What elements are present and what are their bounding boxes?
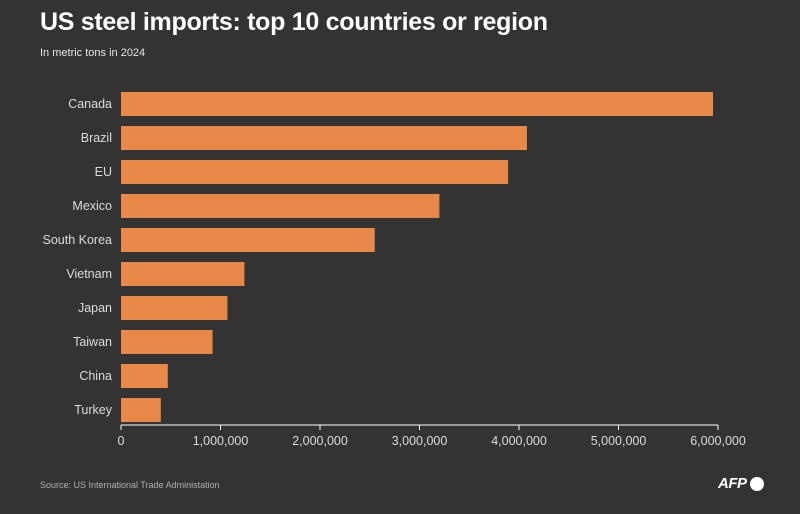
- logo-dot-icon: [749, 476, 764, 491]
- chart-subtitle: In metric tons in 2024: [40, 47, 146, 59]
- bar-china: [121, 364, 168, 388]
- category-label: Japan: [78, 301, 112, 315]
- bar-south-korea: [121, 228, 375, 252]
- bar-mexico: [121, 194, 440, 218]
- category-label: EU: [95, 165, 112, 179]
- bar-eu: [121, 160, 509, 184]
- x-tick-label: 2,000,000: [292, 434, 348, 448]
- x-tick-label: 3,000,000: [392, 434, 448, 448]
- source-note: Source: US International Trade Administa…: [40, 480, 220, 490]
- x-tick-label: 1,000,000: [193, 434, 249, 448]
- logo-text: AFP: [718, 475, 747, 492]
- bar-vietnam: [121, 262, 245, 286]
- category-label: China: [79, 369, 112, 383]
- x-tick-label: 0: [118, 434, 125, 448]
- category-label: Canada: [68, 97, 112, 111]
- bar-taiwan: [121, 330, 213, 354]
- x-tick-label: 5,000,000: [591, 434, 647, 448]
- chart-title: US steel imports: top 10 countries or re…: [40, 8, 548, 36]
- category-label: Vietnam: [66, 267, 112, 281]
- category-label: Mexico: [72, 199, 112, 213]
- category-label: South Korea: [43, 233, 113, 247]
- bar-japan: [121, 296, 228, 320]
- bar-turkey: [121, 398, 161, 422]
- x-tick-label: 6,000,000: [690, 434, 746, 448]
- x-tick-label: 4,000,000: [491, 434, 547, 448]
- category-label: Turkey: [74, 403, 112, 417]
- category-label: Taiwan: [73, 335, 112, 349]
- afp-logo: AFP: [718, 475, 764, 492]
- category-label: Brazil: [81, 131, 112, 145]
- bar-brazil: [121, 126, 527, 150]
- bar-canada: [121, 92, 714, 116]
